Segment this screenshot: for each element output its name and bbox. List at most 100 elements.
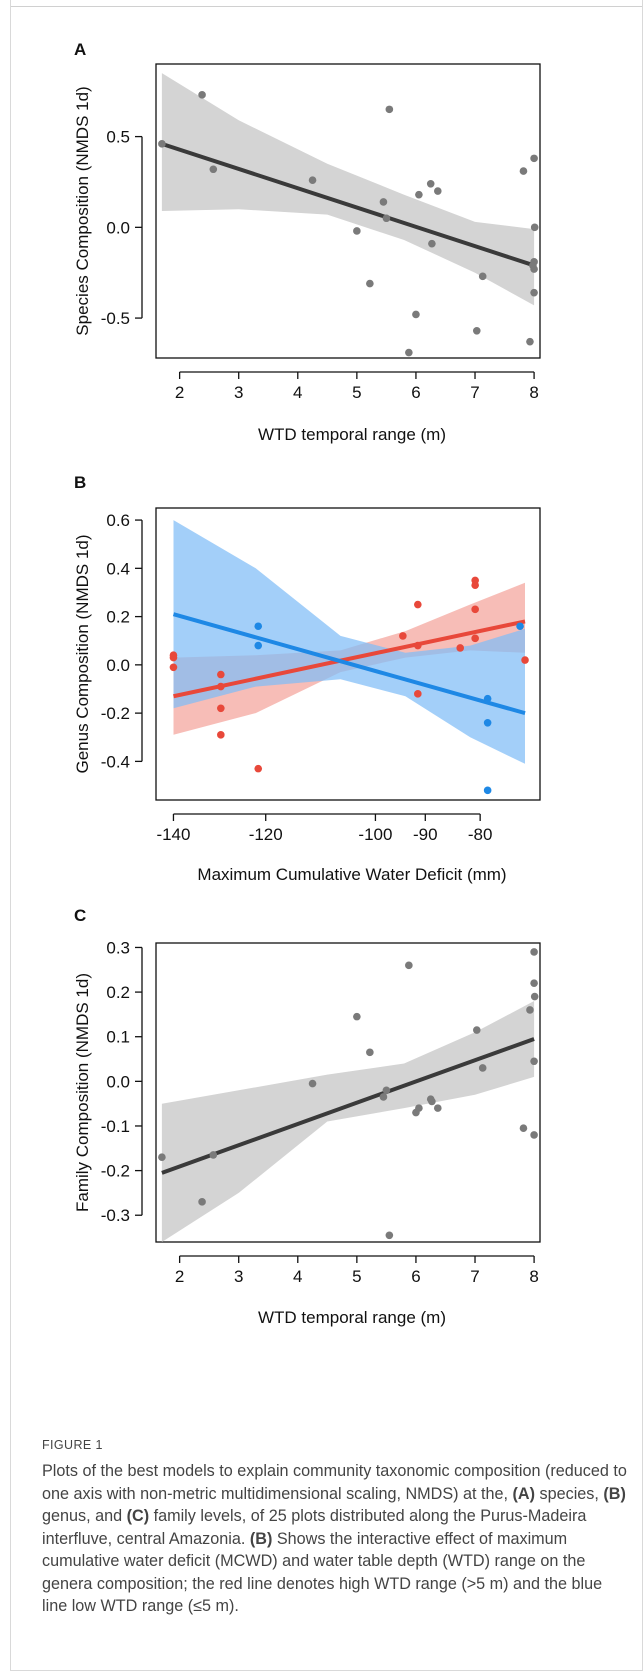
data-point — [405, 348, 413, 357]
data-point — [530, 992, 539, 1001]
plot-frame — [155, 507, 541, 801]
panel-letter: A — [74, 40, 86, 59]
y-tick-label: 0.0 — [106, 1072, 130, 1091]
x-tick-label: 4 — [293, 1267, 302, 1286]
y-tick-label: -0.2 — [101, 1162, 130, 1181]
data-point — [483, 786, 492, 795]
figure-panels: A 2 3 4 5 6 7 8 0.5 0.0 -0.5 WTD temporal range (m)… — [73, 40, 541, 1327]
data-points — [158, 91, 539, 357]
data-point — [254, 641, 263, 650]
data-point — [516, 622, 524, 631]
y-axis-title: Species Composition (NMDS 1d) — [73, 86, 92, 335]
x-tick-label: 3 — [234, 1267, 243, 1286]
data-point — [414, 690, 422, 698]
fit-line — [161, 1037, 535, 1175]
fit-line — [172, 612, 526, 716]
x-tick-label: 7 — [470, 1267, 479, 1286]
y-tick-label: -0.4 — [101, 752, 130, 771]
data-point — [530, 154, 538, 163]
y-tick-label: -0.3 — [101, 1206, 130, 1225]
data-point — [169, 663, 178, 672]
figure-caption: FIGURE 1 Plots of the best models to exp… — [42, 1438, 627, 1618]
data-point — [414, 641, 422, 650]
plot-frame — [155, 942, 541, 1243]
data-point — [530, 979, 538, 987]
data-point — [158, 1153, 166, 1162]
y-tick-label: 0.2 — [106, 608, 130, 627]
data-point — [483, 718, 492, 727]
data-point — [426, 179, 435, 188]
data-point — [209, 165, 218, 174]
x-tick-label: 7 — [470, 383, 479, 402]
x-tick-label: 4 — [293, 383, 302, 402]
data-point — [526, 1006, 534, 1014]
panel-letter: C — [74, 906, 86, 925]
panel-letter: B — [74, 473, 86, 492]
x-tick-label: -80 — [468, 825, 493, 844]
data-point — [530, 288, 538, 297]
data-point — [530, 948, 538, 956]
data-point — [158, 140, 166, 148]
data-point — [217, 731, 225, 739]
data-point — [471, 634, 479, 643]
data-point — [379, 198, 388, 206]
y-tick-label: 0.1 — [106, 1028, 130, 1047]
plot-frame — [155, 63, 541, 359]
y-tick-label: 0.5 — [106, 128, 130, 147]
data-points — [169, 576, 529, 795]
data-point — [478, 1064, 487, 1072]
data-point — [405, 961, 413, 970]
data-point — [382, 1086, 391, 1095]
x-tick-label: 3 — [234, 383, 243, 402]
data-point — [308, 176, 317, 184]
y-tick-label: 0.0 — [106, 218, 130, 237]
y-tick-label: 0.0 — [106, 656, 130, 675]
fit-lines — [161, 1037, 535, 1175]
x-tick-label: -140 — [156, 825, 190, 844]
data-point — [483, 694, 492, 703]
data-point — [217, 682, 225, 691]
y-tick-label: -0.5 — [101, 309, 130, 328]
confidence-band — [161, 1001, 535, 1242]
data-point — [530, 1057, 538, 1066]
y-tick-label: 0.3 — [106, 938, 130, 957]
data-point — [198, 1198, 206, 1206]
data-point — [428, 1097, 436, 1106]
data-point — [353, 227, 361, 235]
x-tick-label: 2 — [175, 1267, 184, 1286]
data-point — [399, 632, 407, 640]
caption-text: Plots of the best models to explain comm… — [42, 1462, 627, 1615]
x-tick-label: -120 — [249, 825, 283, 844]
data-point — [471, 581, 479, 590]
data-point — [530, 1131, 538, 1139]
x-tick-label: 2 — [175, 383, 184, 402]
confidence-bands — [161, 1001, 535, 1242]
top-border — [10, 6, 643, 7]
data-point — [433, 1104, 442, 1112]
fit-lines — [161, 141, 535, 268]
data-point — [456, 644, 465, 652]
data-point — [519, 167, 528, 175]
fit-line — [161, 141, 535, 268]
data-point — [308, 1079, 317, 1088]
x-tick-label: 5 — [352, 1267, 361, 1286]
confidence-band — [173, 520, 525, 764]
data-point — [414, 600, 422, 609]
data-point — [353, 1012, 361, 1021]
y-tick-label: 0.4 — [106, 559, 130, 578]
data-point — [529, 261, 537, 270]
caption-label: FIGURE 1 — [42, 1438, 103, 1452]
y-axis-title: Family Composition (NMDS 1d) — [73, 973, 92, 1212]
x-axis-title: Maximum Cumulative Water Deficit (mm) — [197, 865, 506, 884]
data-point — [472, 326, 481, 335]
y-tick-label: 0.2 — [106, 983, 130, 1002]
data-point — [530, 223, 539, 232]
data-point — [412, 310, 420, 319]
confidence-bands — [161, 73, 535, 306]
data-point — [415, 1104, 423, 1112]
x-axis-title: WTD temporal range (m) — [258, 1308, 446, 1327]
y-tick-label: -0.1 — [101, 1117, 130, 1136]
data-point — [428, 239, 436, 248]
data-point — [209, 1151, 218, 1159]
panel-b-genus: B -140 -120 -100 -90 -80 0.6 0.4 0.2 0.0 -0.2 -0.4 M… — [73, 473, 541, 884]
